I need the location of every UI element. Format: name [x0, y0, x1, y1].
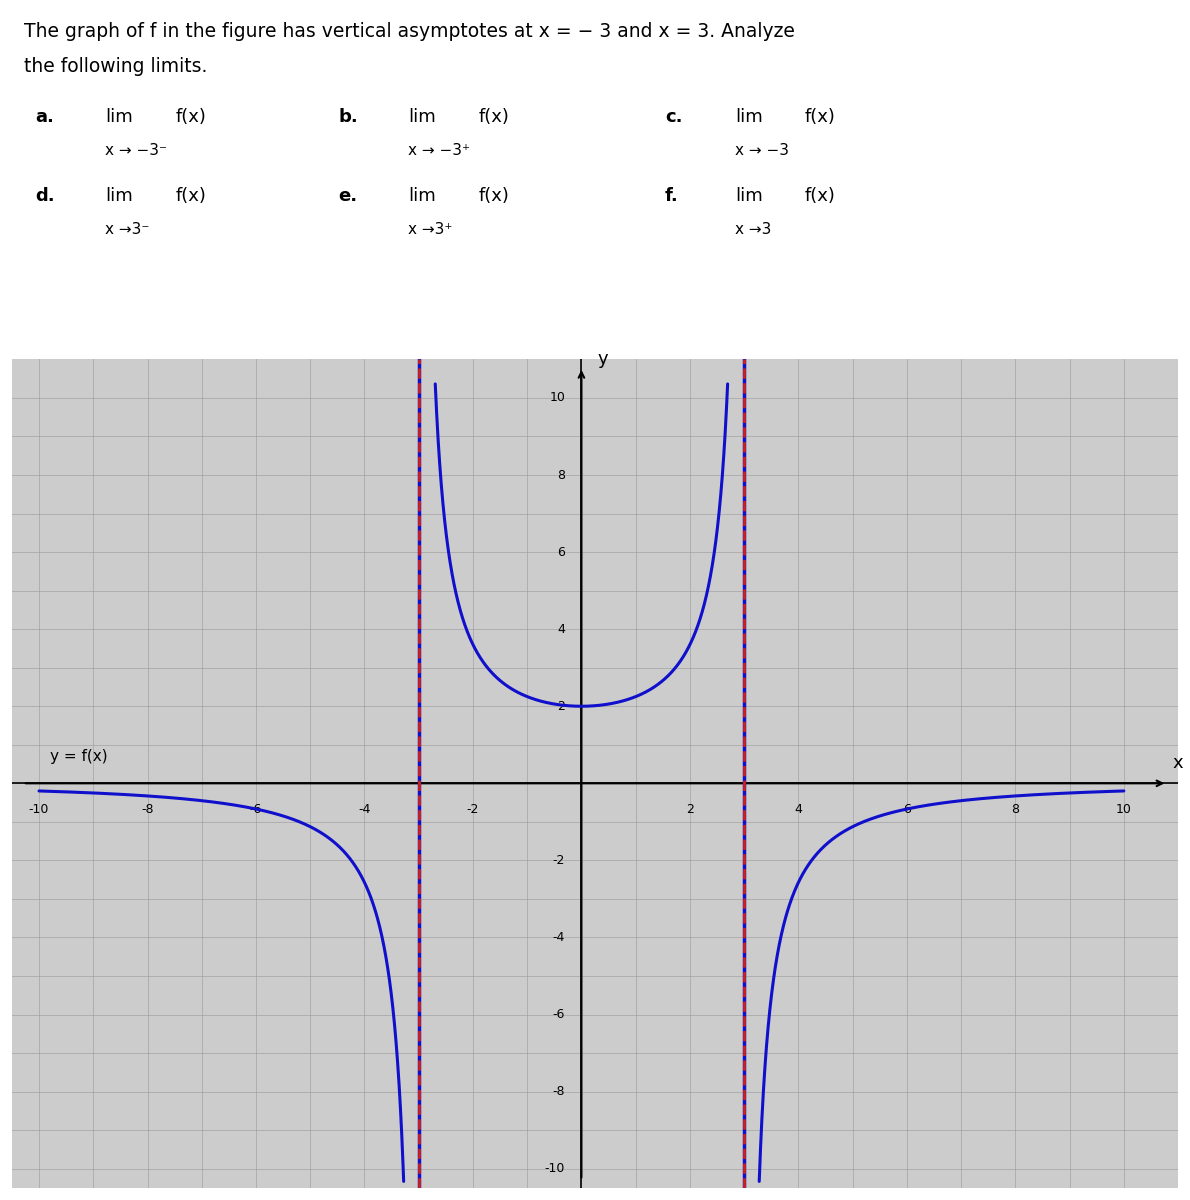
Text: lim: lim [408, 108, 437, 126]
Text: f(x): f(x) [175, 108, 206, 126]
Text: f(x): f(x) [804, 108, 835, 126]
Text: 6: 6 [557, 546, 565, 558]
Text: lim: lim [735, 187, 763, 205]
Text: e.: e. [338, 187, 357, 205]
Text: x: x [1173, 754, 1183, 772]
Text: c.: c. [665, 108, 683, 126]
Text: d.: d. [36, 187, 55, 205]
Text: y: y [597, 350, 608, 368]
Text: 2: 2 [685, 803, 694, 816]
Text: -8: -8 [552, 1085, 565, 1098]
Text: x → −3: x → −3 [735, 143, 789, 157]
Text: -6: -6 [553, 1008, 565, 1021]
Text: 10: 10 [1116, 803, 1132, 816]
Text: -8: -8 [142, 803, 154, 816]
Text: -10: -10 [545, 1163, 565, 1175]
Text: x →3⁻: x →3⁻ [105, 222, 150, 238]
Text: x →3⁺: x →3⁺ [408, 222, 452, 238]
Text: f(x): f(x) [478, 108, 509, 126]
Text: -4: -4 [553, 931, 565, 944]
Text: x → −3⁺: x → −3⁺ [408, 143, 470, 157]
Text: 4: 4 [795, 803, 802, 816]
Text: 4: 4 [557, 623, 565, 636]
Text: a.: a. [36, 108, 54, 126]
Text: -10: -10 [29, 803, 49, 816]
Text: the following limits.: the following limits. [24, 56, 207, 76]
Text: b.: b. [338, 108, 358, 126]
Text: -2: -2 [466, 803, 480, 816]
Text: The graph of f in the figure has vertical asymptotes at x = − 3 and x = 3. Analy: The graph of f in the figure has vertica… [24, 22, 795, 41]
Text: x → −3⁻: x → −3⁻ [105, 143, 168, 157]
Text: 6: 6 [903, 803, 910, 816]
Text: 10: 10 [550, 391, 565, 404]
Text: 2: 2 [557, 700, 565, 713]
Text: 8: 8 [557, 468, 565, 481]
Text: lim: lim [408, 187, 437, 205]
Text: lim: lim [105, 108, 133, 126]
Text: lim: lim [105, 187, 133, 205]
Text: f.: f. [665, 187, 678, 205]
Text: -4: -4 [358, 803, 370, 816]
Text: -2: -2 [553, 854, 565, 866]
Text: f(x): f(x) [804, 187, 835, 205]
Text: x →3: x →3 [735, 222, 771, 238]
Text: f(x): f(x) [478, 187, 509, 205]
Text: -6: -6 [250, 803, 262, 816]
Text: f(x): f(x) [175, 187, 206, 205]
Text: lim: lim [735, 108, 763, 126]
Text: 8: 8 [1012, 803, 1020, 816]
Text: y = f(x): y = f(x) [50, 749, 107, 764]
